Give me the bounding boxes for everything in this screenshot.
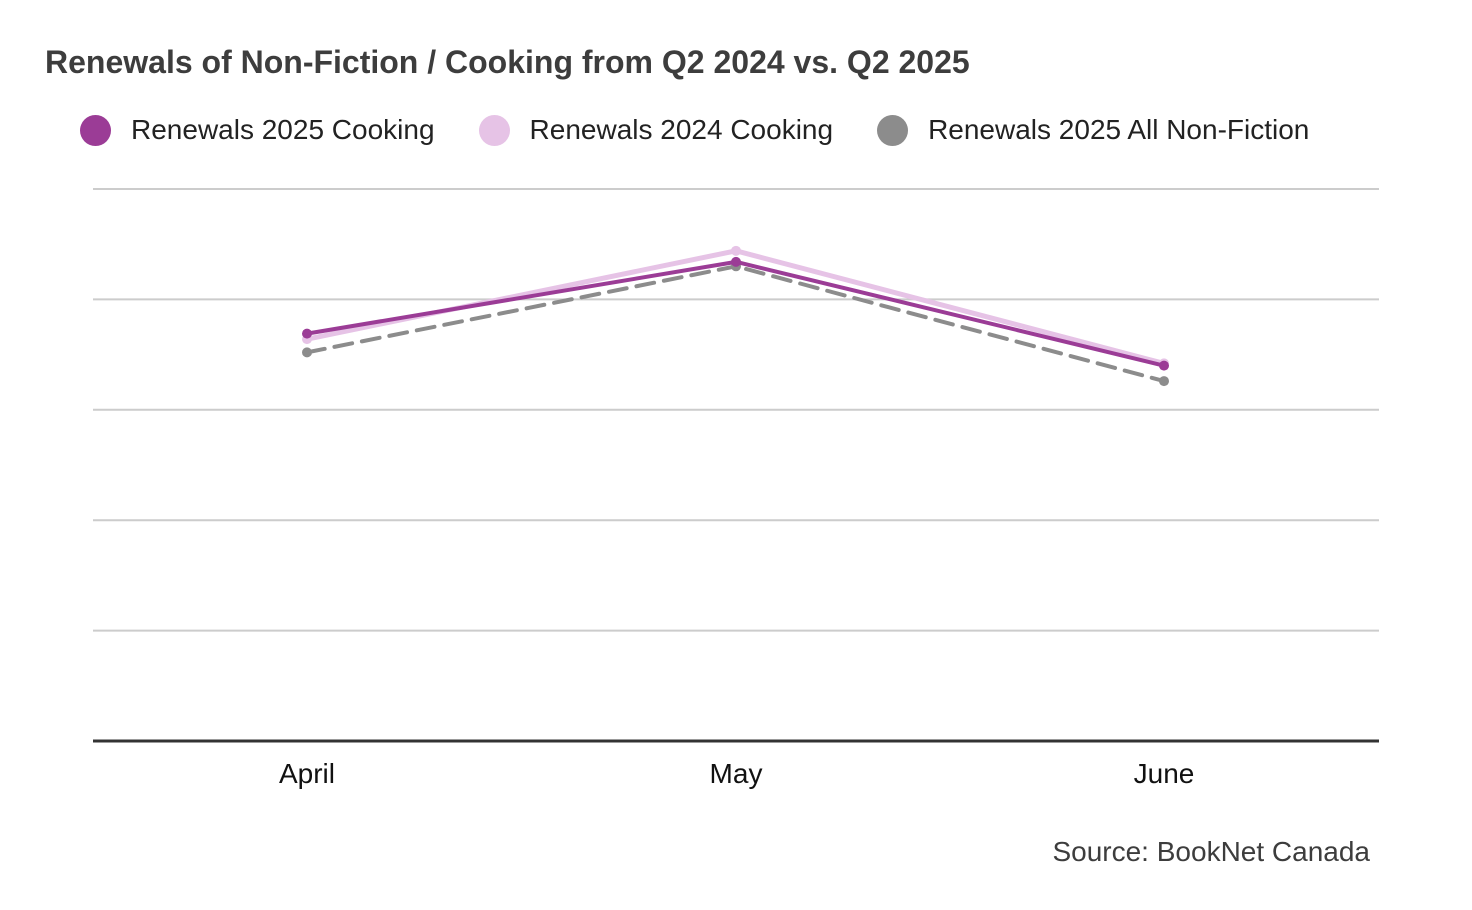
legend-swatch-renewals-2025-cooking [80,114,111,146]
legend-item-renewals-2025-all-non-fiction: Renewals 2025 All Non-Fiction [877,114,1309,146]
grid-lines [93,188,1379,632]
series-line-renewals-2025-all-non-fiction [305,264,1166,384]
legend-swatch-renewals-2024-cooking [478,114,510,146]
legend-label-renewals-2025-cooking: Renewals 2025 Cooking [131,114,435,145]
x-tick-label-april: April [279,758,335,789]
series-line-renewals-2025-cooking [305,259,1166,368]
legend-swatch-renewals-2025-all-non-fiction [877,114,909,146]
x-axis-tick-labels: April May June [279,758,1194,789]
series-renewals-2025-cooking [302,256,1169,371]
x-tick-label-june: June [1134,758,1195,789]
legend-label-renewals-2025-all-non-fiction: Renewals 2025 All Non-Fiction [928,114,1310,145]
x-tick-label-may: May [710,758,763,789]
legend-item-renewals-2025-cooking: Renewals 2025 Cooking [80,114,435,146]
source-note: Source: BookNet Canada [1052,836,1370,867]
data-point-renewals-2024-cooking-may [731,245,741,256]
chart-legend: Renewals 2025 Cooking Renewals 2024 Cook… [80,114,1309,146]
legend-item-renewals-2024-cooking: Renewals 2024 Cooking [478,114,834,146]
series-renewals-2025-all-non-fiction [302,261,1169,387]
legend-label-renewals-2024-cooking: Renewals 2024 Cooking [529,114,834,145]
data-point-renewals-2025-cooking-june [1159,360,1169,371]
data-point-renewals-2025-cooking-may [731,256,741,267]
data-point-renewals-2025-cooking-april [302,328,312,339]
data-point-renewals-2025-all-non-fiction-april [302,347,312,358]
chart-title: Renewals of Non-Fiction / Cooking from Q… [45,44,970,80]
series-lines [302,245,1169,387]
data-point-renewals-2025-all-non-fiction-june [1159,376,1169,387]
